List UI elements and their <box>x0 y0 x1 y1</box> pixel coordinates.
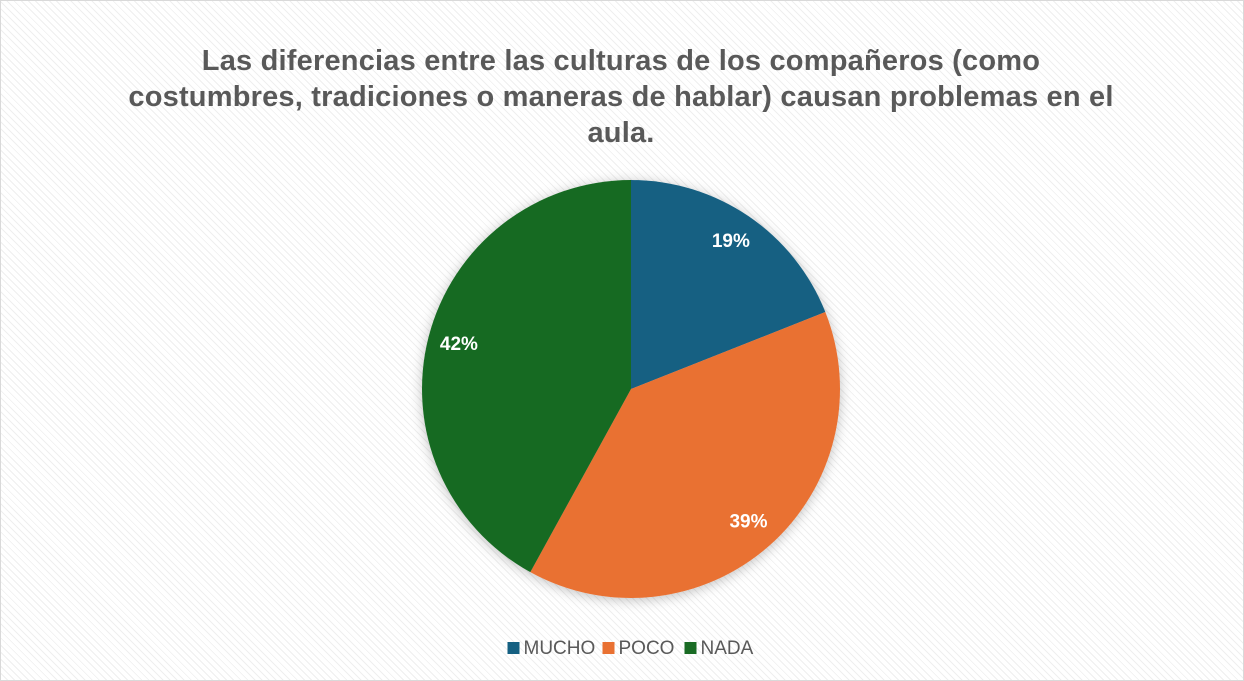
legend-swatch <box>684 642 697 654</box>
data-label: 39% <box>729 511 767 532</box>
pie-slice <box>631 180 826 389</box>
pie <box>422 180 840 598</box>
legend-label: MUCHO <box>524 638 596 659</box>
legend: MUCHO POCO NADA <box>507 638 754 659</box>
chart-title: Las diferencias entre las culturas de lo… <box>128 45 1114 149</box>
data-label: 42% <box>440 334 478 355</box>
data-labels: 19% 39% 42% <box>440 231 768 532</box>
data-label: 19% <box>712 231 750 252</box>
legend-label: POCO <box>619 638 675 659</box>
legend-swatch <box>602 642 615 654</box>
pie-slice <box>422 180 631 573</box>
legend-swatch <box>507 642 520 654</box>
legend-label: NADA <box>701 638 754 659</box>
pie-slice <box>530 312 840 598</box>
